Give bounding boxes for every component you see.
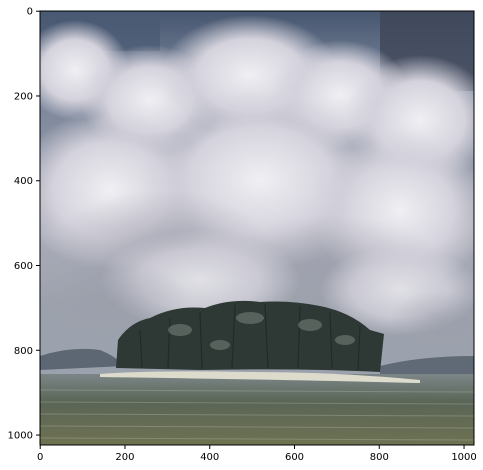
x-tick-label: 600 <box>285 452 304 463</box>
x-tick-label: 1000 <box>451 452 476 463</box>
photo <box>40 11 474 445</box>
x-tick-label: 400 <box>200 452 219 463</box>
axes-frame <box>39 10 475 446</box>
y-tick-label: 400 <box>14 176 33 187</box>
y-tick-label: 1000 <box>8 431 33 442</box>
y-axis-ticks: 0 200 400 600 800 1000 <box>8 7 40 442</box>
sea <box>40 374 474 445</box>
x-tick-label: 0 <box>37 452 43 463</box>
y-tick-label: 600 <box>14 261 33 272</box>
x-axis-ticks: 0 200 400 600 800 1000 <box>37 445 477 463</box>
y-tick-label: 200 <box>14 91 33 102</box>
x-tick-label: 800 <box>370 452 389 463</box>
island-trees <box>116 300 384 372</box>
beach <box>100 371 420 383</box>
y-tick-label: 0 <box>27 7 33 18</box>
y-tick-label: 800 <box>14 346 33 357</box>
right-hills <box>380 356 474 378</box>
x-tick-label: 200 <box>115 452 134 463</box>
left-hills <box>40 348 125 370</box>
clouds <box>40 15 474 350</box>
